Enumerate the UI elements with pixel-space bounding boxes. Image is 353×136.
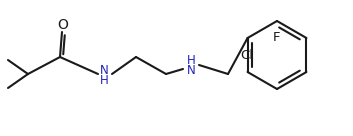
Text: H: H [187, 55, 195, 67]
Text: N: N [187, 64, 195, 76]
Text: O: O [58, 18, 68, 32]
Text: F: F [273, 31, 281, 44]
Text: H: H [100, 73, 108, 86]
Text: Cl: Cl [240, 49, 253, 62]
Text: N: N [100, 64, 108, 76]
